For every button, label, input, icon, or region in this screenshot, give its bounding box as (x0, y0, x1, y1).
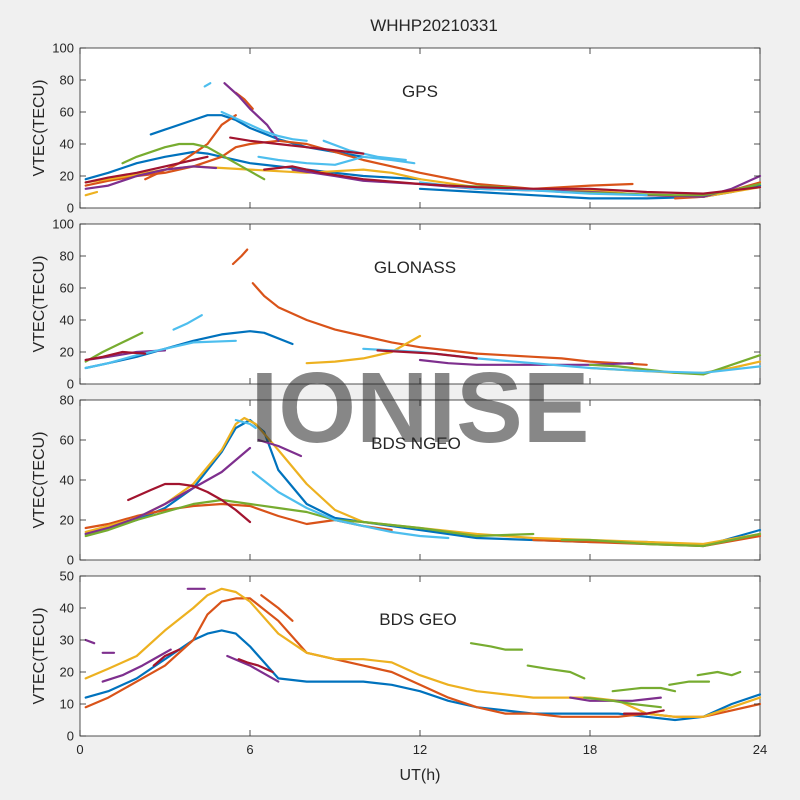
x-tick-label: 24 (753, 742, 767, 757)
y-tick-label: 80 (60, 73, 74, 88)
panels: 020406080100GPSVTEC(TECU)020406080100GLO… (31, 41, 767, 758)
series-line (121, 142, 266, 181)
series-line (152, 648, 181, 667)
series-line (237, 658, 274, 674)
series-line (263, 165, 762, 195)
series-line (84, 331, 144, 363)
x-tick-label: 12 (413, 742, 427, 757)
panel-bds-ngeo: 0 20 40 60 80 BDS NGEO VTEC(TECU) (31, 393, 762, 568)
y-tick-label: 20 (60, 345, 74, 360)
y-tick-label: 40 (60, 473, 74, 488)
y-tick-label: 100 (52, 41, 74, 56)
series-line (220, 110, 308, 142)
series-line (526, 664, 586, 680)
panel-label: BDS NGEO (371, 434, 461, 453)
series-line (172, 314, 203, 331)
panel-glonass: 0 20 40 60 80 100 GLONASS VTEC(TECU) (31, 217, 762, 392)
series-line (84, 165, 218, 190)
x-tick-label: 0 (76, 742, 83, 757)
series-line (84, 587, 762, 718)
series-line (251, 282, 478, 355)
series-line (583, 696, 662, 709)
series-line (84, 155, 209, 184)
y-tick-label: 40 (60, 601, 74, 616)
series-line (257, 155, 416, 166)
series-line (234, 418, 257, 430)
series-group (84, 587, 762, 722)
series-group (84, 248, 762, 376)
y-tick-label: 60 (60, 105, 74, 120)
watermark-text: IONISE (251, 352, 590, 464)
x-axis-label: UT(h) (400, 767, 441, 784)
series-line (260, 594, 294, 622)
series-group (84, 416, 762, 548)
series-line (84, 350, 147, 362)
series-line (203, 82, 212, 88)
plot-area (79, 575, 761, 737)
panel-gps: 0 20 40 60 80 100 GPS VTEC(TECU) (31, 41, 762, 216)
series-line (231, 248, 249, 266)
y-axis-label: VTEC(TECU) (31, 608, 48, 705)
series-line (611, 686, 677, 693)
y-axis-label: VTEC(TECU) (31, 432, 48, 529)
x-tick-label: 18 (583, 742, 597, 757)
series-line (226, 654, 280, 683)
y-tick-label: 50 (60, 569, 74, 584)
series-group (84, 82, 762, 200)
series-line (229, 136, 365, 155)
series-line (84, 638, 96, 645)
y-axis-label: VTEC(TECU) (31, 256, 48, 353)
y-tick-label: 80 (60, 249, 74, 264)
y-tick-label: 0 (67, 377, 74, 392)
series-line (223, 82, 280, 142)
y-tick-label: 0 (67, 201, 74, 216)
series-line (257, 438, 303, 458)
series-line (127, 482, 252, 524)
series-line (101, 648, 172, 683)
series-line (84, 339, 237, 370)
y-tick-label: 20 (60, 169, 74, 184)
y-tick-label: 40 (60, 313, 74, 328)
y-tick-label: 10 (60, 697, 74, 712)
series-line (376, 349, 478, 360)
series-line (668, 680, 711, 686)
series-line (84, 498, 535, 538)
y-tick-label: 60 (60, 433, 74, 448)
series-line (622, 709, 665, 715)
y-tick-label: 20 (60, 513, 74, 528)
series-line (560, 532, 762, 548)
plot-area (79, 399, 761, 561)
y-tick-label: 0 (67, 553, 74, 568)
panel-label: GPS (402, 82, 438, 101)
y-tick-label: 80 (60, 393, 74, 408)
x-tick-label: 6 (246, 742, 253, 757)
panel-bds-geo: 0 10 20 30 40 50 0 6 12 18 24 BDS GEO VTEC(TECU) (31, 569, 767, 758)
y-tick-label: 30 (60, 633, 74, 648)
panel-label: BDS GEO (379, 610, 456, 629)
y-tick-label: 0 (67, 729, 74, 744)
series-line (696, 670, 742, 677)
panel-label: GLONASS (374, 258, 456, 277)
figure-title: WHHP20210331 (370, 16, 498, 35)
y-tick-label: 100 (52, 217, 74, 232)
y-axis-label: VTEC(TECU) (31, 80, 48, 177)
series-line (84, 150, 422, 181)
series-line (305, 334, 422, 365)
series-line (469, 642, 524, 651)
y-tick-label: 40 (60, 137, 74, 152)
y-tick-label: 60 (60, 281, 74, 296)
plot-area (79, 223, 761, 385)
series-line (84, 190, 99, 197)
y-tick-label: 20 (60, 665, 74, 680)
series-line (251, 470, 450, 540)
series-line (84, 446, 252, 536)
